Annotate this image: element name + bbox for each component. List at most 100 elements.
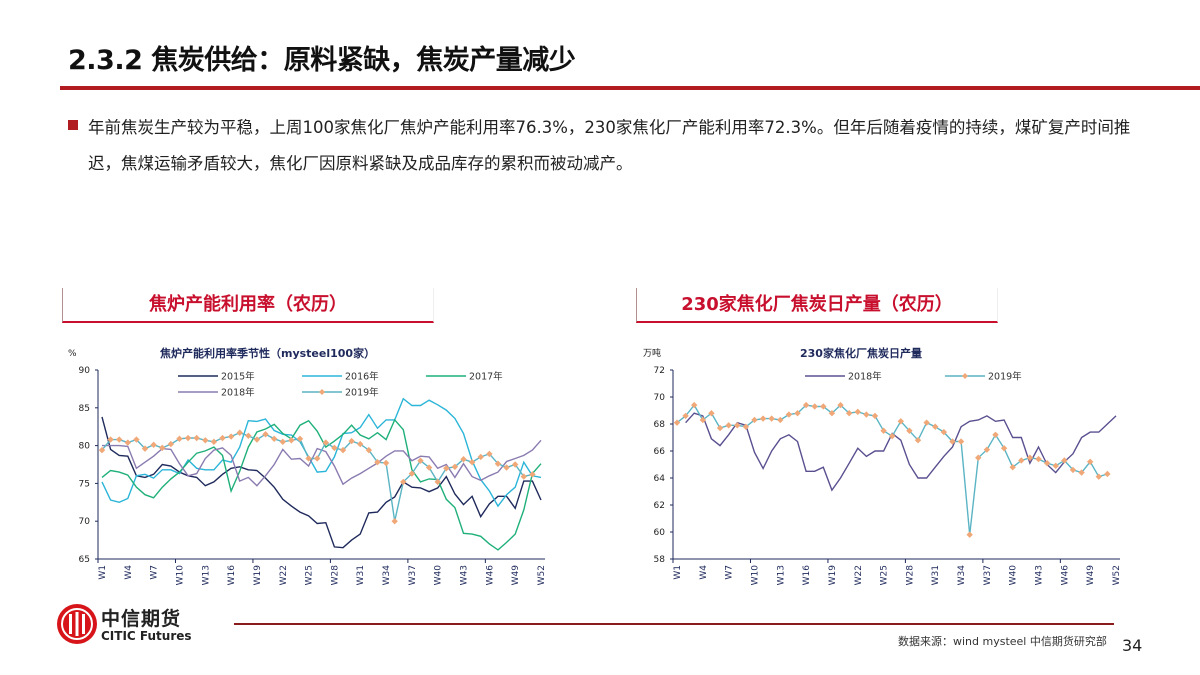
data-point <box>305 455 312 462</box>
data-point <box>460 456 467 463</box>
data-point <box>348 437 355 445</box>
x-tick-label: W19 <box>253 565 263 586</box>
chart-coke-oven-utilization: 焦炉产能利用率季节性（mysteel100家）% 65 70 75 80 85 90 W1 W4… <box>68 346 547 586</box>
data-point <box>486 450 493 458</box>
y-tick-label: 80 <box>79 442 91 452</box>
footer-divider <box>234 623 1114 625</box>
data-point <box>777 416 784 424</box>
x-tick-label: W1 <box>98 565 108 580</box>
data-point <box>425 464 433 471</box>
y-tick-label: 60 <box>654 528 666 538</box>
data-point <box>673 419 681 426</box>
data-point <box>759 415 767 422</box>
data-point <box>828 410 836 417</box>
data-point <box>357 440 364 448</box>
data-point <box>451 463 459 470</box>
x-tick-label: W40 <box>1009 565 1019 586</box>
y-tick-label: 65 <box>79 555 90 565</box>
legend-label: 2016年 <box>345 371 379 383</box>
x-tick-label: W52 <box>1112 565 1122 585</box>
x-tick-label: W10 <box>750 565 760 586</box>
data-point <box>313 455 321 462</box>
legend-label: 2019年 <box>988 371 1022 383</box>
y-tick-label: 70 <box>654 393 666 403</box>
x-tick-label: W49 <box>511 565 521 586</box>
data-point <box>107 436 114 443</box>
logo-text-cn: 中信期货 <box>101 608 182 630</box>
data-point <box>98 446 106 454</box>
x-tick-label: W25 <box>305 565 315 585</box>
legend-label: 2015年 <box>221 371 255 383</box>
data-point <box>716 424 724 432</box>
x-tick-label: W22 <box>854 565 864 585</box>
y-tick-label: 68 <box>654 420 666 430</box>
data-point <box>116 436 123 443</box>
y-tick-label: 72 <box>654 366 665 376</box>
data-point <box>236 429 243 436</box>
data-point <box>279 438 286 446</box>
y-tick-label: 85 <box>79 404 90 414</box>
data-point <box>983 446 991 453</box>
data-point <box>529 471 536 478</box>
x-tick-label: W52 <box>537 565 547 585</box>
data-point <box>503 464 510 471</box>
x-tick-label: W28 <box>330 565 340 586</box>
data-point <box>133 436 140 443</box>
data-point <box>734 422 741 429</box>
x-tick-label: W28 <box>905 565 915 586</box>
x-tick-label: W25 <box>880 565 890 585</box>
x-tick-label: W13 <box>776 565 786 585</box>
data-point <box>897 418 905 425</box>
data-point <box>975 454 982 461</box>
data-point <box>1035 455 1042 463</box>
bullet-icon <box>68 120 78 130</box>
y-axis-unit: 万吨 <box>643 347 661 359</box>
data-point <box>365 446 373 454</box>
chart-coke-daily-output: 230家焦化厂焦炭日产量 万吨 58 60 62 64 66 68 70 72 W1 W4 W7 W10 W… <box>643 346 1122 586</box>
data-point <box>141 445 149 452</box>
x-tick-label: W37 <box>408 565 418 585</box>
x-tick-label: W7 <box>150 565 160 580</box>
data-point <box>176 435 183 442</box>
x-tick-label: W7 <box>725 565 735 580</box>
x-tick-label: W16 <box>802 565 812 586</box>
data-point <box>845 410 853 417</box>
citic-logo-icon <box>57 604 97 644</box>
series-line-2018年 <box>685 412 1117 492</box>
section-header-left: 焦炉产能利用率（农历） <box>62 288 434 323</box>
data-point <box>270 435 278 442</box>
summary-paragraph: 年前焦炭生产较为平稳，上周100家焦化厂焦炉产能利用率76.3%，230家焦化厂… <box>88 118 1131 173</box>
data-point <box>768 415 775 422</box>
y-axis-unit: % <box>68 349 77 359</box>
x-tick-label: W40 <box>434 565 444 586</box>
y-tick-label: 62 <box>654 501 665 511</box>
x-tick-label: W4 <box>124 565 134 580</box>
data-point <box>1078 469 1085 476</box>
data-point <box>477 453 484 461</box>
data-point <box>863 411 870 418</box>
data-point <box>417 457 424 464</box>
data-point <box>339 446 347 454</box>
data-point <box>253 436 261 443</box>
data-point <box>382 459 390 467</box>
data-point <box>288 437 295 444</box>
data-point <box>691 401 698 409</box>
x-tick-label: W10 <box>175 565 185 586</box>
chart-title: 230家焦化厂焦炭日产量 <box>800 346 922 360</box>
series-line-2016年 <box>101 397 542 508</box>
data-point <box>520 473 527 480</box>
data-point <box>725 422 732 429</box>
data-point <box>150 441 157 449</box>
data-point <box>494 460 502 467</box>
x-tick-label: W22 <box>279 565 289 585</box>
series-line-2018年 <box>102 439 542 487</box>
data-point <box>167 440 175 448</box>
x-tick-label: W43 <box>1035 565 1045 585</box>
x-tick-label: W19 <box>828 565 838 586</box>
data-point <box>940 428 948 436</box>
x-tick-label: W13 <box>201 565 211 585</box>
x-tick-label: W49 <box>1086 565 1096 586</box>
logo-text-en: CITIC Futures <box>101 629 192 643</box>
data-point <box>1052 462 1059 470</box>
